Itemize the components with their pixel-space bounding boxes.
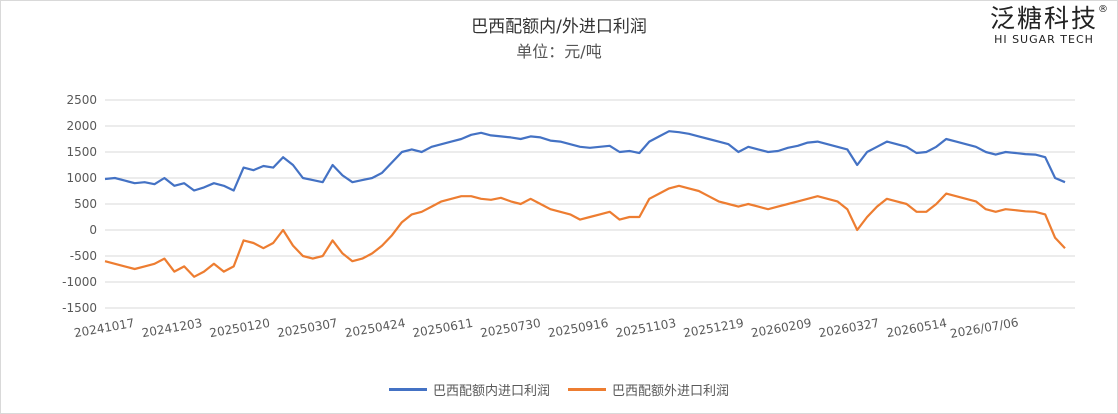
legend-label-inquota: 巴西配额内进口利润 — [432, 384, 550, 399]
series-line-1 — [104, 184, 1066, 278]
y-tick-label: 500 — [74, 197, 97, 211]
legend: 巴西配额内进口利润 巴西配额外进口利润 — [0, 380, 1118, 399]
y-tick-label: 1500 — [66, 145, 97, 159]
x-tick-label: 20250916 — [547, 316, 610, 340]
x-tick-label: 20250611 — [411, 316, 474, 340]
x-tick-label: 20250307 — [276, 316, 339, 340]
x-tick-label: 20250730 — [479, 316, 542, 340]
legend-swatch-outquota — [568, 388, 606, 391]
x-tick-label: 20251103 — [615, 316, 678, 340]
y-tick-label: 2500 — [66, 93, 97, 107]
x-tick-label: 20260327 — [818, 316, 881, 340]
y-tick-label: -1500 — [62, 301, 97, 315]
y-tick-label: 0 — [89, 223, 97, 237]
x-tick-label: 20260209 — [750, 316, 813, 340]
logo-sub-text: HI SUGAR TECH — [994, 33, 1094, 46]
chart-title: 巴西配额内/外进口利润 — [471, 17, 647, 37]
x-tick-label: 20250120 — [208, 316, 271, 340]
y-tick-label: 2000 — [66, 119, 97, 133]
x-tick-label: 20241203 — [141, 316, 204, 340]
y-axis-ticks: -1500 -1000 -500 0 500 1000 1500 2000 2500 — [62, 93, 97, 315]
registered-mark: ® — [1098, 4, 1108, 15]
grid-lines — [105, 99, 1075, 309]
x-tick-label: 2026/07/06 — [949, 315, 1020, 341]
y-tick-label: 1000 — [66, 171, 97, 185]
y-tick-label: -500 — [70, 249, 97, 263]
x-tick-label: 20241017 — [73, 316, 136, 340]
legend-item-outquota[interactable]: 巴西配额外进口利润 — [568, 380, 729, 399]
y-tick-label: -1000 — [62, 275, 97, 289]
chart-subtitle: 单位：元/吨 — [516, 42, 602, 61]
legend-swatch-inquota — [388, 388, 427, 391]
x-tick-label: 20251219 — [682, 316, 745, 340]
legend-item-inquota[interactable]: 巴西配额内进口利润 — [388, 380, 550, 399]
x-tick-label: 20250424 — [344, 316, 407, 340]
x-tick-label: 20260514 — [885, 316, 948, 340]
brand-logo: 泛糖科技 HI SUGAR TECH ® — [984, 4, 1108, 46]
series-line-0 — [104, 130, 1066, 192]
x-axis-ticks: 20241017 20241203 20250120 20250307 20250424… — [73, 315, 1020, 341]
series-lines — [104, 130, 1066, 278]
logo-main-text: 泛糖科技 — [989, 4, 1098, 33]
legend-label-outquota: 巴西配额外进口利润 — [612, 384, 730, 399]
